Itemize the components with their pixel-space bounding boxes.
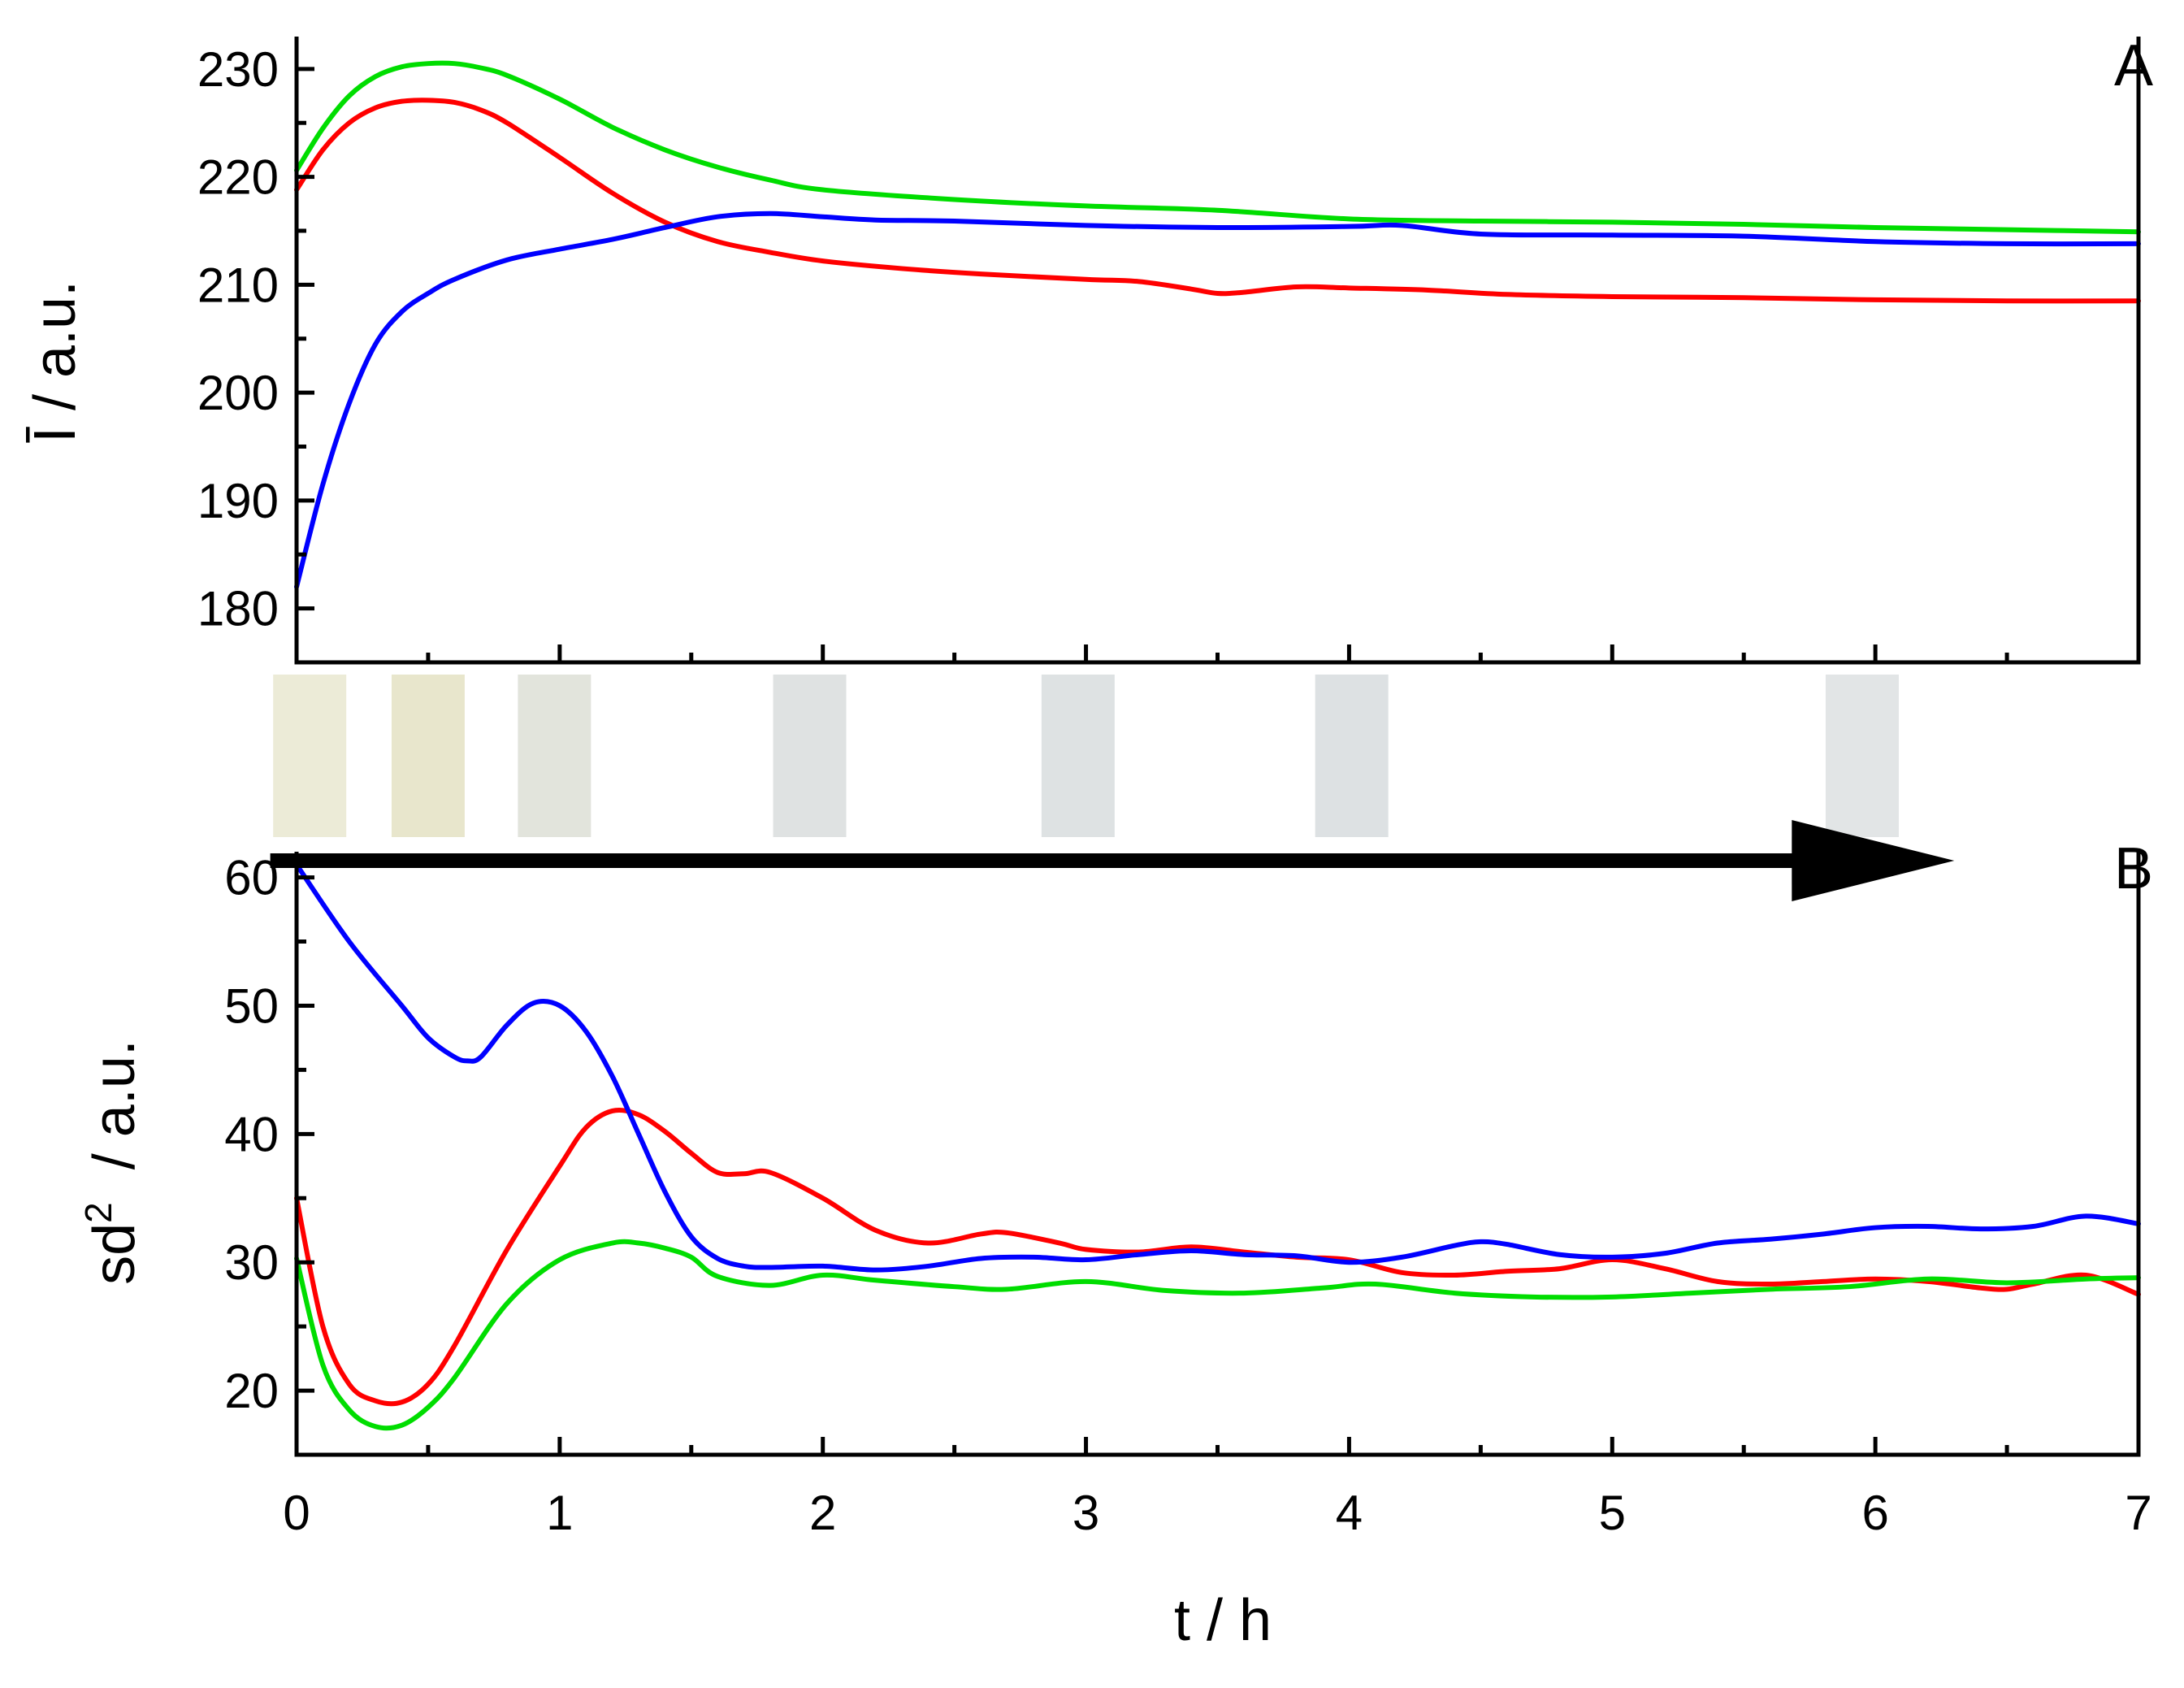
panel-a-series-line [294,98,2141,304]
panel-b-series-line [294,1107,2141,1407]
sample-thumbnail [1825,675,1899,837]
panel-a-y-ticks: 180 190 200 210 220 230 [197,42,314,665]
time-arrow-head [1792,820,1955,902]
panel-a-series-group [294,60,2141,590]
panel-a-y-tick-label: 190 [197,474,279,528]
panel-b-y-axis-title-unit: / a.u. [82,1039,147,1169]
x-tick-label: 0 [283,1486,310,1540]
panel-b-y-ticks: 20 30 40 50 60 [224,851,314,1457]
x-tick-label: 5 [1599,1486,1626,1540]
x-tick-label: 1 [546,1486,573,1540]
panel-b-y-axis-title: sd2 / a.u. [77,1039,147,1285]
panel-b-y-axis-title-superscript: 2 [77,1202,119,1223]
panel-b-series-line [294,1239,2141,1431]
panel-b-series-group [294,861,2141,1431]
panel-a-series-line [294,60,2141,235]
time-arrow [270,820,1955,902]
panel-b-axes [294,852,2141,1457]
panel-b-series-line [294,861,2141,1273]
sample-thumbnail [273,675,347,837]
panel-a-y-axis-title: Ī / a.u. [23,280,88,443]
panel-a-y-tick-label: 210 [197,258,279,312]
panel-b-x-ticks [294,1437,2141,1455]
panel-a-y-tick-label: 180 [197,582,279,636]
panel-a-y-tick-label: 230 [197,42,279,97]
panel-a-x-ticks [294,644,2141,662]
panel-b-y-axis-title-main: sd [82,1223,147,1285]
x-tick-label: 2 [809,1486,836,1540]
x-tick-label: 7 [2125,1486,2152,1540]
panel-b-y-tick-label: 60 [224,851,279,905]
sample-thumbnail [1315,675,1389,837]
panel-b-y-tick-label: 40 [224,1107,279,1161]
sample-thumbnail-strip [273,675,1899,837]
panel-a-y-tick-label: 220 [197,150,279,205]
sample-thumbnail [1041,675,1115,837]
panel-b-y-tick-label: 30 [224,1235,279,1290]
x-tick-label: 3 [1072,1486,1099,1540]
panel-a-y-tick-label: 200 [197,366,279,420]
panel-b-chart: 20 30 40 50 60 B sd2 / a.u. [77,820,2153,1457]
sample-thumbnail [773,675,847,837]
panel-a-chart: 180 190 200 210 220 230 A Ī / a.u. [23,33,2153,665]
sample-thumbnail [518,675,592,837]
panel-a-label: A [2114,33,2153,98]
panel-b-label: B [2114,836,2153,901]
x-axis-title: t / h [1174,1588,1272,1653]
x-tick-labels: 0 1 2 3 4 5 6 7 [283,1486,2152,1540]
x-tick-label: 6 [1861,1486,1888,1540]
panel-b-y-tick-label: 50 [224,979,279,1033]
x-tick-label: 4 [1336,1486,1363,1540]
panel-b-y-tick-label: 20 [224,1364,279,1418]
panel-a-axes [294,37,2141,665]
panel-a-series-line [294,210,2141,590]
sample-thumbnail [391,675,465,837]
